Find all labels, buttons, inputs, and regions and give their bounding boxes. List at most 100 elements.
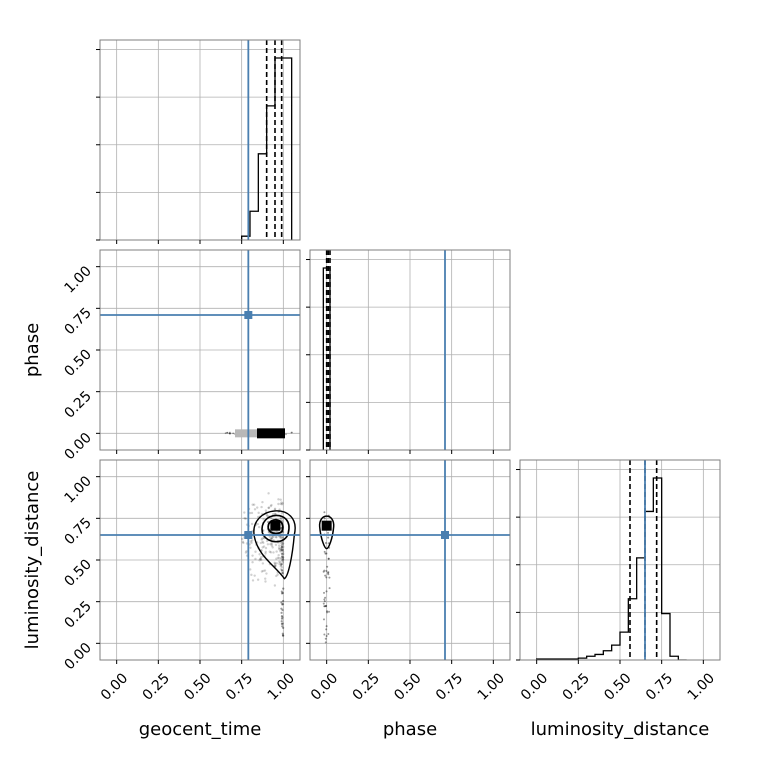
sample-point [262,545,266,548]
sample-point [270,542,273,546]
sample-point [280,555,284,558]
sample-point [281,557,285,560]
sample-point [281,570,284,573]
sample-point [251,503,254,506]
sample-point [269,504,273,508]
sample-point [278,556,281,560]
x-tick-label: 0.50 [601,670,634,703]
sample-point [275,562,278,565]
truth-point [244,311,253,319]
sample-point [244,551,248,554]
sample-point [280,545,283,549]
sample-point [268,550,271,553]
sample-point [328,610,331,613]
samples [322,511,331,644]
sample-point [326,610,329,613]
sample-point [325,625,328,628]
sample-point [323,598,326,601]
sample-point [277,547,281,551]
sample-point [325,569,328,572]
sample-point [281,502,284,505]
sample-point [254,550,257,553]
sample-point [276,573,279,576]
sample-point [280,590,283,593]
sample-point [228,432,231,435]
sample-point [250,541,253,545]
sample-point [232,432,235,435]
sample-point [327,633,330,636]
sample-point [281,535,284,539]
x-tick-label: 0.00 [98,670,131,703]
sample-point [282,556,285,559]
sample-point [280,601,283,604]
sample-point [280,544,284,547]
sample-point [281,632,284,635]
sample-point [243,517,246,520]
sample-point [253,574,256,577]
sample-point [269,537,273,541]
sample-point [279,564,283,567]
sample-point [279,516,283,520]
sample-point [281,542,285,545]
sample-point [262,569,265,573]
truth-point [441,531,449,539]
sample-point [256,522,259,526]
sample-point [279,557,283,560]
sample-point [249,568,252,571]
sample-point [323,517,326,520]
sample-point [282,587,285,590]
sample-point [273,562,277,566]
sample-point [271,513,275,516]
sample-point [229,432,232,435]
sample-point [251,554,254,557]
sample-point [325,590,328,593]
sample-point [281,603,285,606]
contour-middle [261,514,290,543]
sample-point [280,611,283,614]
sample-point [325,576,328,579]
x-tick-label: 0.00 [518,670,551,703]
sample-point [323,550,326,553]
sample-point [328,587,331,590]
sample-point [276,556,280,560]
samples [241,492,285,637]
sample-point [325,552,328,555]
sample-point [281,561,285,564]
x-tick-label: 0.25 [140,670,173,703]
sample-point [256,506,259,509]
sample-point [281,558,285,561]
y-tick-label: 0.75 [61,515,94,548]
sample-point [325,604,328,607]
sample-point [250,522,254,526]
sample-point [250,573,253,577]
sample-point [280,549,283,552]
sample-point [261,540,264,543]
sample-point [322,618,325,621]
sample-point [324,596,327,599]
sample-point [224,432,227,435]
sample-point [324,542,327,545]
sample-point [275,557,278,560]
sample-point [327,571,330,574]
sample-point [291,431,293,434]
sample-point [280,556,284,559]
sample-point [245,550,248,553]
sample-point [325,628,328,631]
sample-point [264,552,267,555]
sample-point [274,543,278,547]
sample-point [322,602,325,605]
y-tick-label: 0.50 [61,557,94,590]
sample-point [280,546,284,549]
sample-point [277,498,280,501]
sample-point [327,572,330,575]
sample-point [272,535,275,539]
sample-point [290,431,293,434]
sample-point [282,552,285,556]
sample-point [261,546,264,549]
sample-point [327,557,330,560]
x-tick-label: 0.75 [643,670,676,703]
sample-point [281,542,284,545]
sample-point [273,584,277,587]
sample-point [280,526,283,529]
